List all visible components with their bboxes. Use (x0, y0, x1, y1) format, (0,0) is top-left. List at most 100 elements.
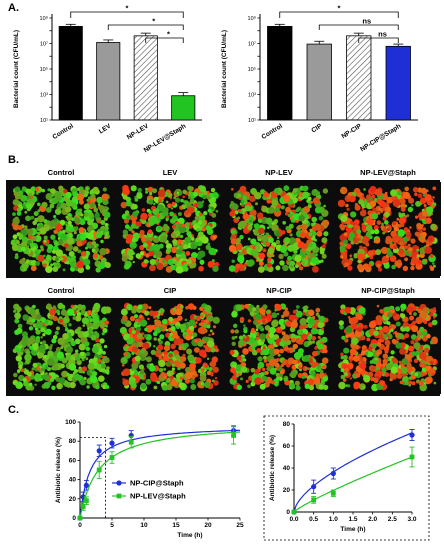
cell-cluster (59, 233, 68, 241)
biofilm-image (8, 300, 114, 394)
cell-cluster (180, 253, 185, 258)
cell-cluster (262, 248, 267, 253)
bar (306, 43, 332, 121)
cell-cluster (164, 376, 167, 379)
y-tick-label: 20 (69, 496, 77, 503)
cell-cluster (145, 378, 152, 385)
cell-cluster (383, 228, 388, 233)
cell-cluster (282, 359, 288, 365)
cell-cluster (21, 338, 29, 347)
cell-cluster (17, 323, 23, 329)
cell-cluster (424, 347, 430, 353)
cell-cluster (67, 213, 72, 217)
cell-cluster (153, 331, 158, 337)
cell-cluster (16, 211, 22, 216)
cell-cluster (176, 325, 180, 329)
cell-cluster (23, 201, 26, 205)
cell-cluster (361, 237, 369, 245)
cell-cluster (150, 324, 156, 330)
cell-cluster (307, 196, 312, 201)
cell-cluster (197, 220, 203, 225)
cell-cluster (42, 333, 46, 337)
cell-cluster (383, 346, 389, 352)
cell-cluster (24, 225, 28, 229)
cell-cluster (143, 374, 147, 378)
cell-cluster (310, 370, 316, 376)
cell-cluster (32, 220, 37, 226)
significance-bracket (279, 11, 399, 18)
cell-cluster (391, 264, 396, 270)
cell-cluster (359, 197, 363, 200)
cell-cluster (321, 219, 330, 227)
cell-cluster (54, 241, 60, 247)
cell-cluster (37, 215, 45, 223)
cell-cluster (402, 375, 409, 383)
cell-cluster (86, 187, 89, 190)
cell-cluster (187, 354, 195, 362)
cell-cluster (412, 320, 417, 325)
cell-cluster (155, 258, 159, 262)
cell-cluster (173, 370, 176, 374)
cell-cluster (396, 369, 402, 375)
cell-cluster (34, 217, 38, 222)
cell-cluster (189, 378, 195, 384)
cell-cluster (135, 253, 141, 259)
cell-cluster (142, 342, 150, 350)
cell-cluster (59, 318, 64, 323)
cell-cluster (57, 312, 61, 316)
cell-cluster (50, 234, 56, 240)
data-point (84, 498, 89, 504)
cell-cluster (235, 263, 241, 269)
cell-cluster (131, 246, 134, 250)
cell-cluster (419, 197, 427, 204)
panel-label-b: B. (8, 154, 19, 166)
cell-cluster (399, 348, 406, 355)
cell-cluster (310, 328, 318, 335)
cell-cluster (65, 215, 69, 219)
cell-cluster (183, 263, 188, 268)
cell-cluster (365, 224, 373, 232)
cell-cluster (182, 189, 187, 195)
cell-cluster (153, 337, 157, 341)
cell-cluster (307, 367, 311, 370)
cell-cluster (16, 327, 23, 334)
cell-cluster (319, 207, 325, 213)
cell-cluster (37, 254, 45, 262)
cell-cluster (87, 219, 94, 226)
cell-cluster (403, 245, 408, 250)
biofilm-image (226, 182, 332, 276)
cell-cluster (187, 206, 195, 214)
cell-cluster (271, 224, 279, 232)
cell-cluster (82, 331, 90, 338)
cell-cluster (179, 376, 184, 380)
cell-cluster (204, 304, 212, 313)
cell-cluster (82, 258, 91, 266)
cell-cluster (406, 306, 414, 314)
cell-cluster (101, 367, 106, 372)
cell-cluster (195, 237, 200, 242)
cell-cluster (375, 188, 383, 196)
cell-cluster (258, 325, 263, 330)
cell-cluster (363, 229, 367, 233)
cell-cluster (363, 324, 368, 329)
cell-cluster (428, 322, 433, 328)
cell-cluster (308, 242, 313, 248)
cell-cluster (123, 352, 128, 357)
cell-cluster (373, 330, 379, 336)
cell-cluster (138, 364, 144, 370)
cell-cluster (140, 251, 144, 256)
cell-cluster (26, 203, 33, 210)
cell-cluster (340, 368, 345, 372)
cell-cluster (318, 384, 325, 390)
cell-cluster (140, 382, 147, 390)
cell-cluster (409, 226, 412, 229)
cell-cluster (85, 357, 89, 360)
cell-cluster (253, 223, 261, 230)
biofilm-texture (120, 184, 220, 274)
cell-cluster (30, 260, 37, 267)
cell-cluster (179, 323, 187, 331)
cell-cluster (76, 260, 84, 269)
cell-cluster (84, 212, 89, 217)
cell-cluster (400, 206, 406, 212)
cell-cluster (317, 321, 325, 329)
